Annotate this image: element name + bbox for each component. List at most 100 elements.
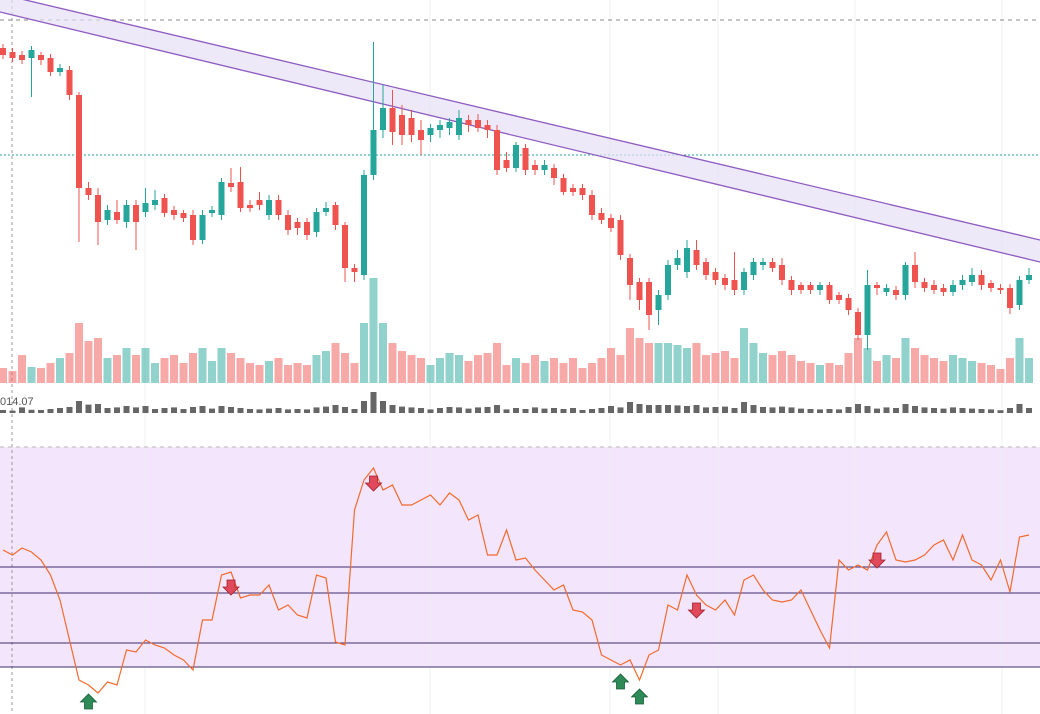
candle-body [494, 130, 500, 170]
volume-bar [949, 355, 957, 383]
volume-bar [37, 368, 45, 383]
candle-body [665, 265, 671, 295]
mini-volume-bar [190, 407, 196, 413]
volume-bar [474, 355, 482, 383]
mini-volume-bar [171, 407, 177, 413]
mini-volume-bar [798, 408, 804, 413]
candle-body [19, 55, 25, 60]
candle-body [836, 295, 842, 300]
candle-body [912, 265, 918, 282]
candle-body [627, 258, 633, 285]
volume-bar [977, 363, 986, 383]
mini-volume-bar [883, 407, 890, 413]
volume-bar [436, 358, 444, 383]
volume-bar [312, 355, 321, 383]
volume-bar [920, 355, 929, 383]
volume-bar [170, 355, 178, 383]
mini-volume-bar [408, 407, 415, 413]
volume-bar [664, 343, 672, 383]
mini-volume-bar [598, 408, 605, 413]
volume-bar [635, 338, 644, 383]
candle-body [28, 50, 35, 58]
volume-bar [854, 338, 862, 383]
candle-body [513, 145, 519, 168]
mini-volume-bar [437, 408, 443, 413]
mini-volume-bar [959, 408, 966, 413]
candle-body [712, 272, 719, 280]
volume-bar [303, 365, 311, 383]
candle-body [598, 213, 605, 220]
candle-body [921, 282, 928, 288]
volume-bar [293, 363, 302, 383]
mini-volume-bar [475, 407, 481, 413]
sell-signal [222, 579, 240, 596]
candle-body [950, 285, 956, 292]
volume-bar [255, 365, 264, 383]
volume-bar [274, 358, 283, 383]
mini-volume-bar [912, 406, 918, 413]
mini-volume-bar [28, 409, 35, 413]
volume-bar [550, 358, 558, 383]
mini-volume-bar [332, 405, 339, 413]
volume-bar [388, 343, 397, 383]
candle-body [465, 120, 472, 125]
mini-volume-bar [399, 406, 405, 413]
candle-body [978, 275, 985, 285]
candle-body [579, 188, 586, 195]
buy-signal [630, 688, 649, 705]
mini-volume-bar [152, 409, 158, 413]
candle-body [988, 283, 994, 288]
buy-signal [79, 693, 98, 710]
volume-bar [1015, 338, 1024, 383]
volume-bar [569, 358, 577, 383]
mini-volume-bar [494, 405, 500, 413]
candle-body [589, 195, 595, 215]
volume-bar [265, 361, 273, 383]
mini-volume-bar [57, 408, 63, 413]
candle-body [256, 200, 263, 205]
volume-bar [730, 358, 739, 383]
mini-volume-bar [969, 408, 975, 413]
mini-volume-bar [864, 406, 871, 413]
mini-volume-bar [95, 404, 101, 413]
volume-bar [122, 348, 131, 383]
volume-bar [132, 355, 140, 383]
volume-bar [778, 351, 786, 383]
candle-body [266, 200, 272, 215]
volume-bar [56, 358, 64, 383]
candle-body [570, 188, 576, 192]
candle-body [332, 205, 339, 225]
mini-volume-bar [921, 407, 928, 413]
candle-body [817, 285, 823, 290]
candle-body [380, 108, 386, 130]
mini-volume-bar [874, 408, 880, 413]
volume-bar [141, 348, 150, 383]
mini-volume-bar [247, 409, 253, 413]
volume-bar [236, 358, 245, 383]
volume-bar [930, 358, 938, 383]
volume-bar [151, 363, 159, 383]
candle-body [760, 262, 766, 265]
candle-body [370, 130, 377, 175]
candle-body [285, 215, 291, 230]
channel-fill [0, 0, 1040, 262]
mini-volume-bar [826, 409, 833, 413]
candle-body [361, 175, 367, 275]
candle-body [418, 130, 424, 140]
volume-bar [27, 367, 36, 383]
volume-bar [654, 343, 663, 383]
candle-body [864, 285, 871, 335]
candle-body [218, 182, 225, 215]
candle-body [38, 55, 44, 60]
mini-volume-bar [256, 409, 263, 413]
candle-body [57, 68, 63, 72]
mini-volume-bar [665, 405, 671, 413]
volume-bar [360, 323, 368, 383]
mini-volume-bar [674, 405, 681, 413]
candle-body [997, 288, 1004, 290]
volume-bar [806, 363, 815, 383]
volume-bar [103, 358, 112, 383]
mini-volume-bar [9, 410, 16, 413]
channel-bottom [0, 11, 1040, 263]
